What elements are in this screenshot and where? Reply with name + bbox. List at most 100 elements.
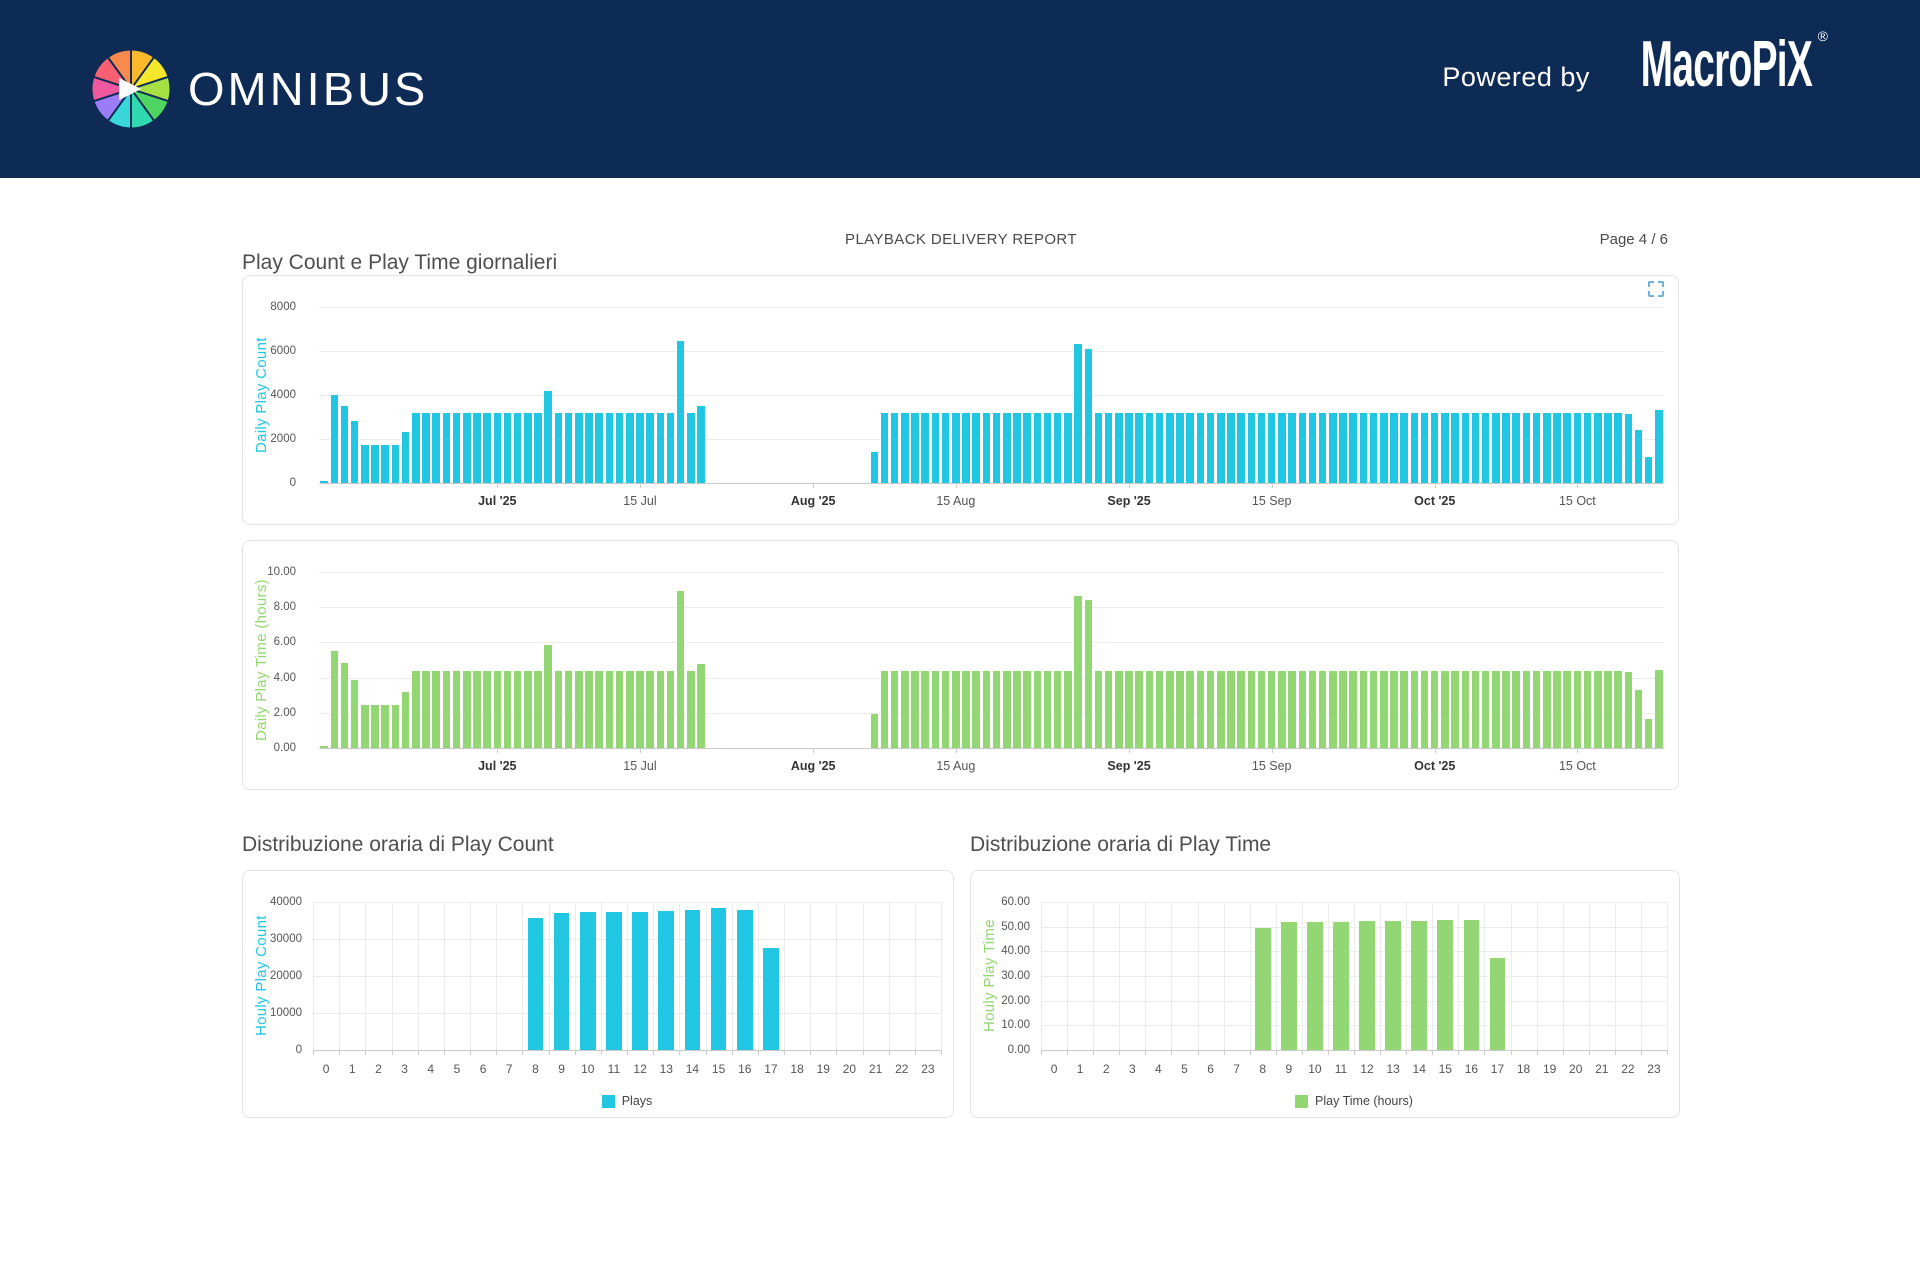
bar	[1380, 412, 1388, 483]
bar	[1115, 412, 1123, 483]
bar	[1451, 412, 1459, 483]
bar	[1074, 595, 1082, 748]
gridline-horizontal	[319, 748, 1664, 749]
bar	[1084, 600, 1093, 748]
x-tick-label: 0	[322, 1062, 330, 1076]
bar	[1176, 412, 1184, 483]
hourly-charts-row: Distribuzione oraria di Play Count 0 1000…	[242, 833, 1680, 1118]
page-number: Page 4 / 6	[1599, 231, 1668, 248]
bar	[1288, 670, 1296, 748]
x-axis-tick	[888, 1050, 890, 1055]
bar	[1237, 412, 1245, 483]
bar	[1349, 412, 1357, 483]
bar	[1441, 670, 1449, 748]
legend-swatch	[601, 1094, 615, 1108]
bar	[585, 412, 593, 483]
gridline-horizontal	[319, 642, 1664, 644]
x-tick-label: 22	[895, 1062, 909, 1076]
x-tick-label: Jul '25	[478, 494, 517, 508]
x-tick-label: 19	[1542, 1062, 1557, 1076]
bar	[513, 670, 522, 748]
y-tick-label: 6.00	[273, 636, 296, 649]
x-axis-tick	[1145, 1050, 1147, 1055]
zoom-selection-icon[interactable]	[1648, 281, 1664, 297]
bar	[432, 670, 440, 748]
x-axis-tick	[1458, 1050, 1460, 1055]
bar	[585, 670, 593, 748]
x-axis-tick	[1434, 748, 1436, 753]
bar	[941, 670, 950, 748]
x-tick-label: 21	[868, 1062, 883, 1076]
bar	[1410, 670, 1419, 748]
bar	[687, 670, 695, 748]
bar	[1390, 412, 1398, 483]
x-axis-tick	[365, 1050, 367, 1055]
bar	[1339, 670, 1347, 748]
x-tick-label: 10	[581, 1062, 595, 1076]
bar	[1196, 670, 1205, 748]
x-axis-tick	[1327, 1050, 1329, 1055]
x-tick-label: 15 Jul	[623, 759, 657, 773]
bar	[1013, 670, 1021, 748]
bar	[350, 680, 359, 748]
bar	[534, 670, 542, 748]
plot-area	[313, 902, 942, 1055]
bar	[1543, 412, 1551, 483]
bar	[1033, 670, 1042, 748]
x-tick-label: 8	[532, 1062, 539, 1076]
y-tick-label: 0	[289, 477, 296, 489]
legend-swatch	[1295, 1094, 1309, 1108]
x-axis-tick	[1406, 1050, 1408, 1055]
plot-area	[319, 307, 1664, 488]
x-axis-tick	[600, 1050, 602, 1055]
gridline-vertical	[1667, 902, 1668, 1050]
hourly-play-count-chart: 0 10000 20000 30000 40000 0 1 2 3 4 5 6 7 8 9 10 11 12 13 1…	[242, 870, 954, 1118]
bar	[1257, 412, 1266, 483]
x-tick-label: 7	[1233, 1062, 1240, 1076]
bar	[1104, 412, 1113, 483]
bar	[524, 412, 532, 483]
x-axis-tick	[731, 1050, 733, 1055]
bar	[1522, 670, 1531, 748]
bar	[554, 412, 563, 483]
gridline-vertical	[1327, 902, 1329, 1050]
bar	[1369, 670, 1378, 748]
bar	[1390, 670, 1398, 748]
gridline-vertical	[1093, 902, 1095, 1050]
y-axis-title: Houly Play Count	[253, 915, 270, 1037]
bar	[1003, 412, 1011, 483]
bar	[666, 670, 675, 748]
bar	[401, 691, 410, 748]
y-tick-label: 0.00	[1007, 1044, 1030, 1056]
bar	[1655, 669, 1663, 748]
x-axis-labels: 0 1 2 3 4 5 6 7 8 9 10 11 12 13 14 15 16 17 18 19 20 21 22 23	[313, 1062, 941, 1076]
hourly-count-column: Distribuzione oraria di Play Count 0 1000…	[242, 833, 954, 1118]
gridline-vertical	[1510, 902, 1512, 1050]
bar	[1329, 670, 1337, 748]
bar	[473, 412, 481, 483]
x-axis-tick	[639, 483, 641, 488]
gridline-horizontal	[319, 607, 1664, 609]
y-tick-label: 0.00	[273, 742, 296, 754]
bar	[697, 663, 705, 748]
x-tick-label: 20	[1569, 1062, 1583, 1076]
bar	[527, 918, 544, 1050]
y-axis-title: Daily Play Count	[253, 337, 270, 453]
gridline-vertical	[653, 902, 655, 1050]
bar	[442, 412, 451, 483]
bar	[1604, 670, 1612, 748]
x-tick-label: 6	[479, 1062, 487, 1076]
gridline-vertical	[1562, 902, 1564, 1050]
x-tick-label: 15	[711, 1062, 726, 1076]
bar	[1064, 670, 1072, 748]
bar	[1553, 670, 1561, 748]
bar	[1441, 412, 1449, 483]
y-tick-label: 30000	[270, 933, 302, 945]
bar	[524, 670, 532, 748]
bar	[361, 444, 369, 483]
x-tick-label: 7	[505, 1062, 513, 1076]
y-tick-label: 40000	[270, 896, 302, 908]
x-axis-tick	[653, 1050, 655, 1055]
bar	[401, 432, 410, 483]
bar	[503, 670, 512, 748]
